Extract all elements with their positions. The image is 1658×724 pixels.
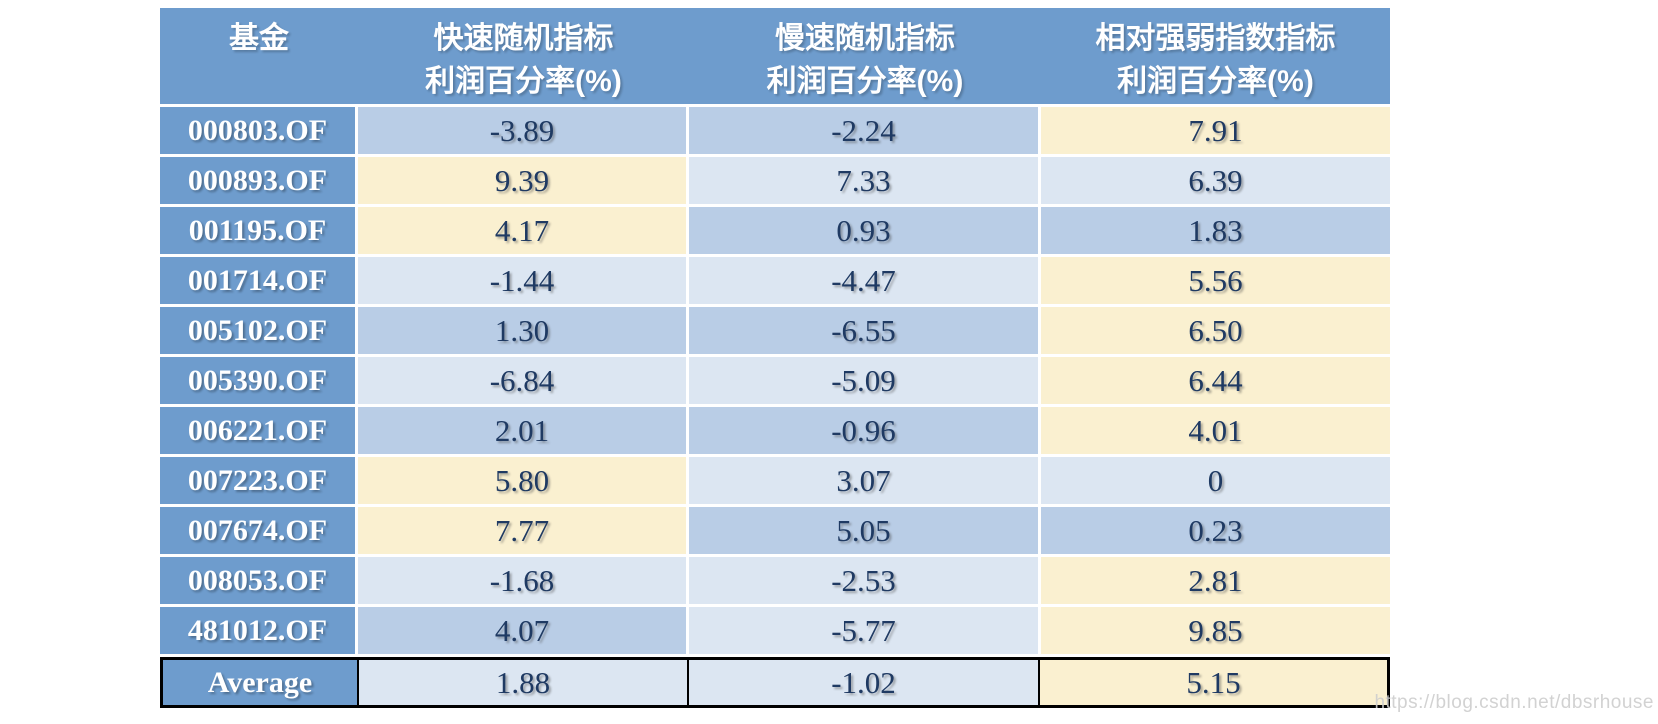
value-cell: 7.77 (358, 507, 686, 554)
fund-code-cell: 000893.OF (160, 157, 355, 204)
average-value-cell: -1.02 (689, 660, 1038, 705)
fund-code-cell: 008053.OF (160, 557, 355, 604)
header-line: 利润百分率(%) (766, 64, 964, 98)
value-cell: 9.85 (1041, 607, 1390, 654)
table-body: 000803.OF -3.89 -2.24 7.91 000893.OF 9.3… (160, 107, 1390, 654)
header-line: 慢速随机指标 (775, 21, 955, 55)
value-cell: -1.68 (358, 557, 686, 604)
column-header-fast-stochastic: 快速随机指标 利润百分率(%) (358, 8, 689, 104)
column-header-fund: 基金 (160, 8, 358, 104)
value-cell: -5.77 (689, 607, 1038, 654)
value-cell: 2.81 (1041, 557, 1390, 604)
value-cell: 7.33 (689, 157, 1038, 204)
value-cell: -2.53 (689, 557, 1038, 604)
value-cell: 0.93 (689, 207, 1038, 254)
fund-code-cell: 000803.OF (160, 107, 355, 154)
column-header-slow-stochastic: 慢速随机指标 利润百分率(%) (689, 8, 1041, 104)
value-cell: 4.07 (358, 607, 686, 654)
header-line: 相对强弱指数指标 (1095, 21, 1336, 55)
header-line: 利润百分率(%) (425, 64, 622, 98)
average-label-cell: Average (163, 660, 357, 705)
value-cell: 9.39 (358, 157, 686, 204)
fund-code-cell: 001195.OF (160, 207, 355, 254)
fund-code-cell: 006221.OF (160, 407, 355, 454)
value-cell: 7.91 (1041, 107, 1390, 154)
value-cell: -1.44 (358, 257, 686, 304)
average-row: Average 1.88 -1.02 5.15 (160, 657, 1390, 708)
value-cell: 5.56 (1041, 257, 1390, 304)
value-cell: 0.23 (1041, 507, 1390, 554)
value-cell: 6.44 (1041, 357, 1390, 404)
average-value-cell: 5.15 (1040, 660, 1387, 705)
value-cell: -5.09 (689, 357, 1038, 404)
header-line: 基金 (229, 21, 289, 55)
value-cell: 2.01 (358, 407, 686, 454)
value-cell: -6.55 (689, 307, 1038, 354)
fund-indicator-table: 基金 快速随机指标 利润百分率(%) 慢速随机指标 利润百分率(%) 相对强弱指… (160, 8, 1390, 708)
value-cell: 1.83 (1041, 207, 1390, 254)
value-cell: 6.50 (1041, 307, 1390, 354)
header-line: 利润百分率(%) (1117, 64, 1314, 98)
table-header-row: 基金 快速随机指标 利润百分率(%) 慢速随机指标 利润百分率(%) 相对强弱指… (160, 8, 1390, 104)
fund-code-cell: 481012.OF (160, 607, 355, 654)
value-cell: 0 (1041, 457, 1390, 504)
average-value-cell: 1.88 (359, 660, 687, 705)
value-cell: 4.17 (358, 207, 686, 254)
value-cell: -4.47 (689, 257, 1038, 304)
fund-code-cell: 005390.OF (160, 357, 355, 404)
value-cell: -6.84 (358, 357, 686, 404)
fund-code-cell: 005102.OF (160, 307, 355, 354)
value-cell: 5.05 (689, 507, 1038, 554)
fund-code-cell: 007223.OF (160, 457, 355, 504)
value-cell: -0.96 (689, 407, 1038, 454)
value-cell: 4.01 (1041, 407, 1390, 454)
value-cell: 1.30 (358, 307, 686, 354)
value-cell: 5.80 (358, 457, 686, 504)
fund-code-cell: 007674.OF (160, 507, 355, 554)
column-header-rsi: 相对强弱指数指标 利润百分率(%) (1041, 8, 1390, 104)
fund-code-cell: 001714.OF (160, 257, 355, 304)
value-cell: -3.89 (358, 107, 686, 154)
value-cell: 3.07 (689, 457, 1038, 504)
csdn-watermark: https://blog.csdn.net/dbsrhouse (1374, 692, 1654, 713)
header-line: 快速随机指标 (433, 21, 614, 55)
value-cell: -2.24 (689, 107, 1038, 154)
value-cell: 6.39 (1041, 157, 1390, 204)
